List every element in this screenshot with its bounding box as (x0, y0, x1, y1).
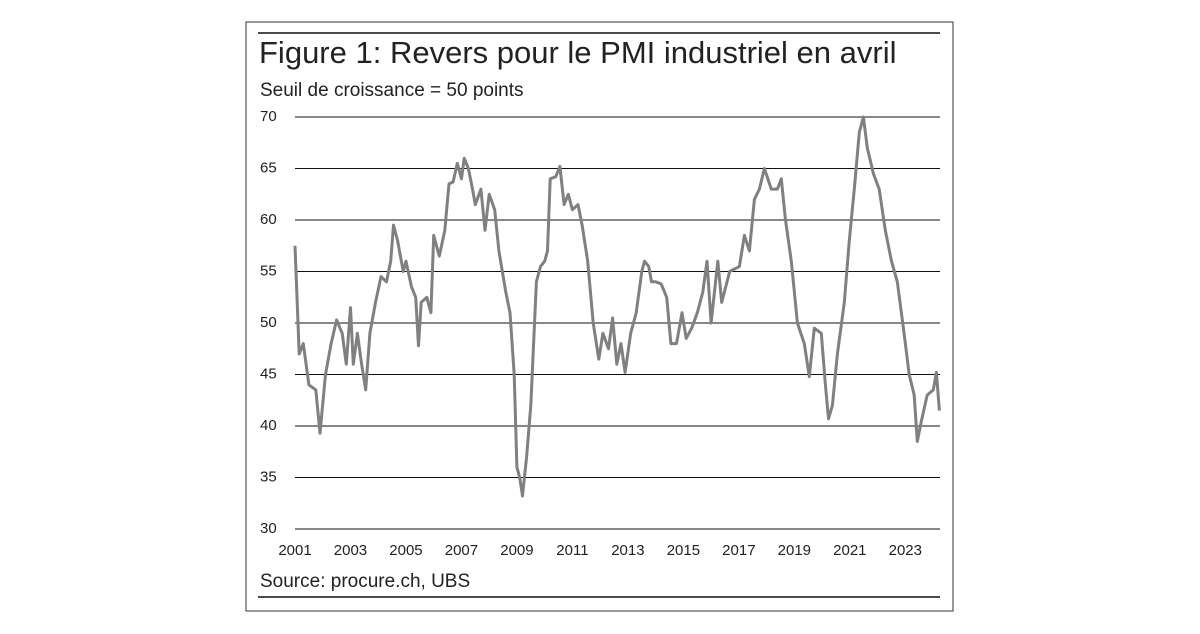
x-tick-label: 2015 (667, 542, 700, 559)
y-tick-label: 45 (260, 365, 277, 382)
x-tick-label: 2007 (445, 542, 478, 559)
y-tick-label: 40 (260, 417, 277, 434)
y-tick-label: 30 (260, 520, 277, 537)
x-tick-label: 2017 (722, 542, 755, 559)
x-tick-label: 2011 (556, 542, 588, 559)
chart-title: Figure 1: Revers pour le PMI industriel … (259, 35, 896, 70)
y-tick-label: 60 (260, 211, 277, 228)
x-tick-label: 2009 (500, 542, 533, 559)
y-tick-label: 50 (260, 314, 277, 331)
x-tick-label: 2005 (389, 542, 422, 559)
chart-subtitle: Seuil de croissance = 50 points (260, 80, 524, 101)
x-tick-label: 2019 (778, 542, 811, 559)
x-tick-label: 2023 (889, 542, 922, 559)
frame (245, 21, 954, 612)
y-tick-label: 35 (260, 468, 277, 485)
x-tick-label: 2021 (833, 542, 866, 559)
y-tick-label: 65 (260, 159, 277, 176)
y-tick-label: 70 (260, 108, 277, 125)
source: Source: procure.ch, UBS (260, 571, 470, 592)
y-tick-label: 55 (260, 262, 277, 279)
pmi-line (293, 115, 941, 498)
x-tick-label: 2001 (278, 542, 311, 559)
x-tick-label: 2003 (334, 542, 367, 559)
x-tick-label: 2013 (611, 542, 644, 559)
